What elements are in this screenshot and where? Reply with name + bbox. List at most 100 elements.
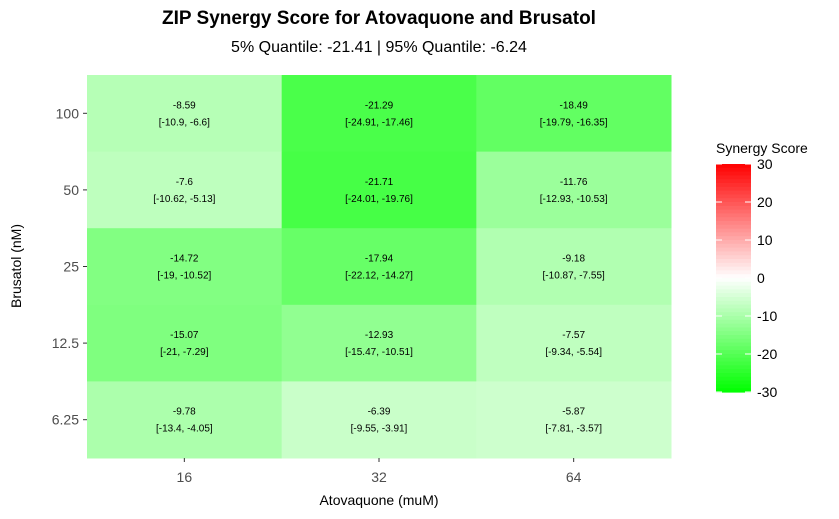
heatmap-cell xyxy=(281,304,477,382)
legend-color-step xyxy=(716,202,751,207)
cell-ci-label: [-10.62, -5.13] xyxy=(153,194,215,205)
x-axis-ticks: 16 32 64 xyxy=(177,458,582,485)
cell-ci-label: [-10.9, -6.6] xyxy=(159,117,210,128)
legend-color-step xyxy=(716,319,751,325)
legend-color-step xyxy=(716,373,751,378)
y-tick-label: 12.5 xyxy=(52,335,79,351)
legend-color-step xyxy=(716,346,751,351)
cell-value-label: -18.49 xyxy=(559,100,588,111)
x-axis-title: Atovaquone (muM) xyxy=(319,492,438,508)
legend-color-step xyxy=(716,323,751,328)
heatmap-cell xyxy=(476,381,672,459)
legend-color-step xyxy=(716,304,751,309)
y-tick-label: 100 xyxy=(56,105,80,121)
legend-color-step xyxy=(716,380,751,385)
cell-value-label: -17.94 xyxy=(365,254,394,265)
legend-color-step xyxy=(716,293,751,298)
legend-color-step xyxy=(716,213,751,218)
heatmap-cells: -8.59 [-10.9, -6.6] -21.29 [-24.91, -17.46]… xyxy=(87,75,672,459)
legend-color-step xyxy=(716,278,751,283)
legend-color-step xyxy=(716,338,751,344)
legend-color-step xyxy=(716,243,751,249)
cell-value-label: -11.76 xyxy=(560,177,588,188)
legend-color-step xyxy=(716,247,751,252)
legend-color-step xyxy=(716,312,751,317)
y-tick-label: 50 xyxy=(63,182,79,198)
legend-tick-label: 10 xyxy=(757,232,773,248)
legend-color-step xyxy=(716,289,751,294)
cell-ci-label: [-9.55, -3.91] xyxy=(351,424,408,435)
chart-title: ZIP Synergy Score for Atovaquone and Bru… xyxy=(162,8,596,29)
cell-ci-label: [-9.34, -5.54] xyxy=(545,347,602,358)
cell-ci-label: [-10.87, -7.55] xyxy=(543,271,605,282)
heatmap-cell xyxy=(281,381,477,459)
cell-value-label: -6.39 xyxy=(368,407,391,418)
legend-tick-label: 0 xyxy=(757,270,765,286)
cell-value-label: -14.72 xyxy=(170,254,199,265)
cell-ci-label: [-19.79, -16.35] xyxy=(540,117,608,128)
legend-color-step xyxy=(716,224,751,230)
legend-tick-label: 30 xyxy=(757,156,773,172)
y-tick-label: 6.25 xyxy=(52,412,79,428)
x-tick-label: 16 xyxy=(177,469,193,485)
cell-value-label: -9.78 xyxy=(173,407,196,418)
legend-color-step xyxy=(716,300,751,306)
y-tick-label: 25 xyxy=(63,259,79,275)
heatmap-cell xyxy=(281,151,477,229)
y-axis-ticks: 100 50 25 12.5 6.25 xyxy=(52,105,87,428)
legend-color-step xyxy=(716,270,751,275)
legend-color-step xyxy=(716,376,751,382)
cell-ci-label: [-7.81, -3.57] xyxy=(545,424,602,435)
legend-color-step xyxy=(716,228,751,233)
cell-value-label: -5.87 xyxy=(562,407,585,418)
x-tick-label: 32 xyxy=(371,469,387,485)
legend-color-step xyxy=(716,361,751,366)
heatmap-cell xyxy=(476,75,672,153)
heatmap-cell xyxy=(87,381,283,459)
legend-color-step xyxy=(716,190,751,195)
legend-color-step xyxy=(716,274,751,279)
legend-color-step xyxy=(716,281,751,287)
legend-color-step xyxy=(716,342,751,347)
heatmap-cell xyxy=(281,228,477,306)
legend-color-step xyxy=(716,285,751,290)
legend-color-step xyxy=(716,327,751,332)
cell-ci-label: [-19, -10.52] xyxy=(157,271,211,282)
legend-color-step xyxy=(716,255,751,260)
legend-color-step xyxy=(716,331,751,336)
legend-color-step xyxy=(716,209,751,214)
legend-color-step xyxy=(716,369,751,374)
legend-color-step xyxy=(716,316,751,321)
cell-value-label: -12.93 xyxy=(365,330,394,341)
x-tick-label: 64 xyxy=(566,469,582,485)
cell-ci-label: [-24.91, -17.46] xyxy=(345,117,413,128)
heatmap-cell xyxy=(87,151,283,229)
heatmap-cell xyxy=(87,75,283,153)
cell-value-label: -9.18 xyxy=(562,254,585,265)
legend-color-step xyxy=(716,171,751,176)
legend-color-bar xyxy=(716,164,751,393)
y-axis-title: Brusatol (nM) xyxy=(8,224,24,308)
legend-ticks: 30 20 10 0 -10 -20 -30 xyxy=(716,156,777,400)
color-legend: Synergy Score 30 20 10 0 -10 -20 -30 xyxy=(716,140,808,400)
legend-color-step xyxy=(716,357,751,363)
heatmap-cell xyxy=(476,151,672,229)
cell-value-label: -8.59 xyxy=(173,100,196,111)
heatmap-cell xyxy=(476,228,672,306)
legend-color-step xyxy=(716,240,751,245)
legend-color-step xyxy=(716,205,751,211)
legend-color-step xyxy=(716,297,751,302)
legend-color-step xyxy=(716,221,751,226)
legend-color-step xyxy=(716,194,751,199)
legend-color-step xyxy=(716,164,751,169)
legend-color-step xyxy=(716,262,751,268)
heatmap-cell xyxy=(281,75,477,153)
legend-color-step xyxy=(716,259,751,264)
cell-value-label: -7.6 xyxy=(176,177,194,188)
cell-ci-label: [-12.93, -10.53] xyxy=(540,194,608,205)
legend-color-step xyxy=(716,175,751,180)
legend-tick-label: -20 xyxy=(757,346,777,362)
legend-color-step xyxy=(716,236,751,241)
cell-value-label: -21.71 xyxy=(365,177,394,188)
